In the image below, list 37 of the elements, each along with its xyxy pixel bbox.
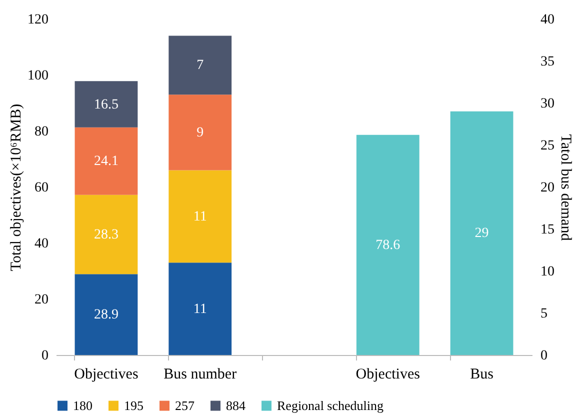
y2-tick-label: 25	[540, 138, 554, 154]
y2-tick-label: 0	[540, 348, 548, 364]
y-tick-label: 20	[34, 292, 48, 308]
y2-tick-label: 15	[540, 222, 554, 238]
y-tick-label: 0	[42, 348, 48, 364]
y-tick-label: 40	[34, 236, 48, 252]
y-tick-label: 80	[34, 124, 48, 140]
x-tick-label: Objectives	[356, 366, 420, 382]
data-label: 7	[196, 58, 204, 74]
y2-tick-label: 20	[540, 180, 554, 196]
data-label: 16.5	[94, 97, 118, 112]
x-tick-label: Objectives	[74, 366, 138, 382]
legend-label: 195	[124, 398, 144, 413]
legend-label: 884	[226, 398, 246, 413]
y2-axis-title: Tatol bus demand	[558, 134, 574, 242]
data-label: 28.3	[94, 227, 118, 242]
y2-tick-label: 30	[540, 96, 554, 112]
legend-label: 180	[73, 398, 92, 413]
y-tick-label: 100	[28, 68, 48, 84]
y2-tick-label: 5	[540, 306, 548, 322]
data-label: 9	[196, 125, 204, 140]
x-tick-label: Bus	[470, 366, 494, 382]
x-tick-label: Bus number	[164, 366, 237, 382]
y2-tick-label: 40	[540, 12, 554, 28]
y2-tick-label: 35	[540, 54, 554, 70]
y2-tick-label: 10	[540, 264, 554, 280]
data-label: 11	[193, 209, 207, 224]
data-label: 78.6	[376, 238, 400, 253]
y-axis-title: Total objectives(×10⁶RMB)	[8, 104, 24, 272]
y-tick-label: 60	[34, 180, 48, 196]
y-tick-label: 120	[28, 12, 48, 28]
data-label: 28.9	[94, 308, 118, 323]
legend-label: 257	[175, 398, 195, 413]
data-label: 11	[193, 302, 207, 317]
legend-label: Regional scheduling	[277, 398, 384, 413]
data-label: 24.1	[94, 154, 118, 170]
data-label: 29	[474, 226, 489, 242]
